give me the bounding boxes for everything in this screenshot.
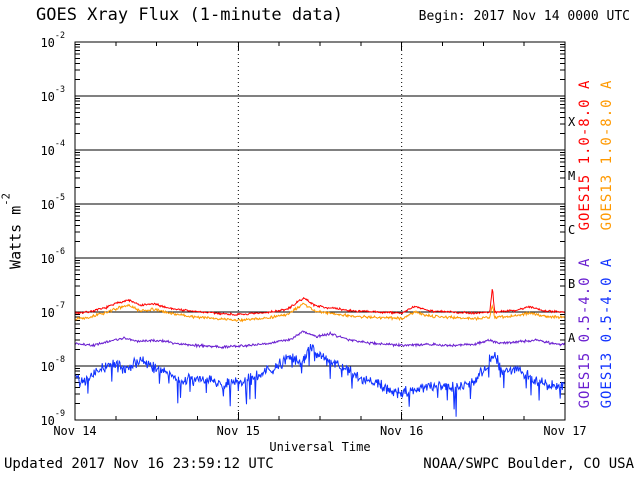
x-tick-label: Nov 16 bbox=[379, 424, 424, 438]
y-tick-label: 10-9 bbox=[0, 408, 70, 428]
x-tick-label: Nov 14 bbox=[53, 424, 97, 438]
plot-frame bbox=[74, 41, 566, 421]
y-tick-exponent: -3 bbox=[54, 84, 65, 95]
y-tick-base: 10 bbox=[40, 36, 55, 50]
series-goes15-long bbox=[74, 289, 566, 317]
y-tick-base: 10 bbox=[40, 360, 55, 374]
flare-class-label-a: A bbox=[568, 331, 576, 345]
flare-class-label-m: M bbox=[568, 169, 576, 183]
y-tick-exponent: -2 bbox=[54, 30, 65, 41]
agency-credit: NOAA/SWPC Boulder, CO USA bbox=[423, 456, 634, 472]
legend-goes13-long: GOES13 1.0-8.0 A bbox=[599, 79, 615, 231]
x-axis-title: Universal Time bbox=[269, 440, 371, 454]
y-tick-label: 10-7 bbox=[0, 300, 70, 320]
y-tick-exponent: -7 bbox=[54, 300, 65, 311]
legend-goes13-short: GOES13 0.5-4.0 A bbox=[599, 257, 615, 409]
series-goes13-long bbox=[74, 302, 566, 323]
y-tick-exponent: -9 bbox=[54, 408, 65, 419]
y-tick-exponent: -5 bbox=[54, 192, 65, 203]
chart-title: GOES Xray Flux (1-minute data) bbox=[36, 5, 344, 25]
y-tick-label: 10-5 bbox=[0, 192, 70, 212]
y-tick-exponent: -4 bbox=[54, 138, 65, 149]
flare-class-label-x: X bbox=[568, 115, 576, 129]
flare-class-label-c: C bbox=[568, 223, 576, 237]
x-tick-label: Nov 15 bbox=[216, 424, 260, 438]
y-tick-label: 10-2 bbox=[0, 30, 70, 50]
legend-goes15-long: GOES15 1.0-8.0 A bbox=[577, 79, 593, 231]
y-tick-base: 10 bbox=[40, 306, 55, 320]
y-tick-base: 10 bbox=[40, 252, 55, 266]
y-tick-label: 10-8 bbox=[0, 354, 70, 374]
y-tick-label: 10-6 bbox=[0, 246, 70, 266]
y-tick-base: 10 bbox=[40, 144, 55, 158]
y-tick-exponent: -6 bbox=[54, 246, 65, 257]
updated-timestamp: Updated 2017 Nov 16 23:59:12 UTC bbox=[4, 456, 274, 472]
y-tick-base: 10 bbox=[40, 414, 55, 428]
y-tick-exponent: -8 bbox=[54, 354, 65, 365]
y-tick-label: 10-4 bbox=[0, 138, 70, 158]
y-tick-base: 10 bbox=[40, 90, 55, 104]
series-goes15-short bbox=[74, 330, 566, 350]
x-tick-label: Nov 17 bbox=[543, 424, 587, 438]
series-goes13-short bbox=[74, 344, 566, 417]
flare-class-label-b: B bbox=[568, 277, 576, 291]
y-tick-label: 10-3 bbox=[0, 84, 70, 104]
begin-time-label: Begin: 2017 Nov 14 0000 UTC bbox=[418, 9, 630, 24]
y-tick-base: 10 bbox=[40, 198, 55, 212]
legend-goes15-short: GOES15 0.5-4.0 A bbox=[577, 257, 593, 409]
